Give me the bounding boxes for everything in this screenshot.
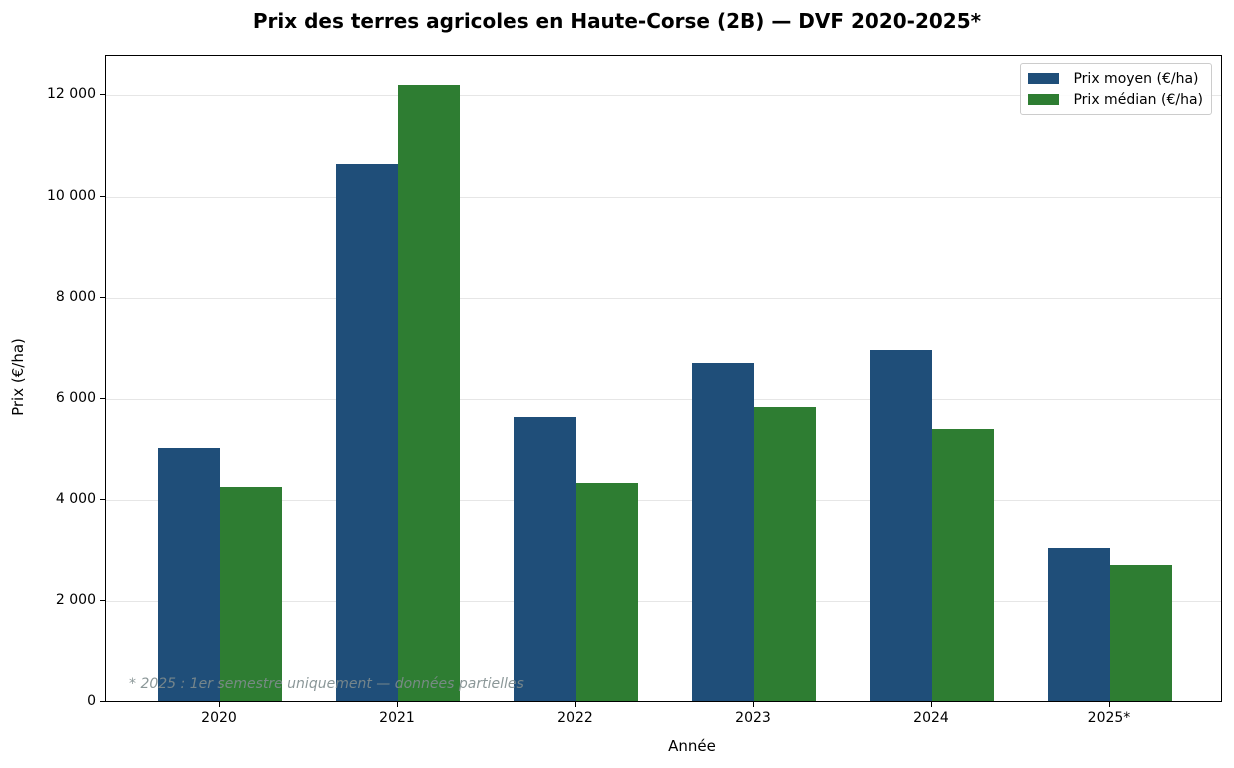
x-tick-mark	[931, 702, 932, 707]
x-tick-label: 2024	[913, 710, 949, 726]
x-tick-mark	[753, 702, 754, 707]
y-tick-mark	[100, 296, 105, 298]
plot-area: Prix moyen (€/ha) Prix médian (€/ha) * 2…	[105, 55, 1222, 702]
y-tick-mark	[100, 397, 105, 399]
y-tick-label: 12 000	[47, 86, 96, 103]
legend-swatch-median	[1028, 94, 1060, 105]
bar-median-2025	[1110, 565, 1172, 701]
y-tick-label: 4 000	[55, 490, 96, 507]
y-axis-label: Prix (€/ha)	[9, 338, 27, 416]
bar-moyen-2020	[158, 448, 220, 701]
chart-title: Prix des terres agricoles en Haute-Corse…	[252, 9, 982, 33]
bar-moyen-2021	[336, 164, 398, 701]
y-tick-label: 6 000	[55, 389, 96, 406]
y-tick-label: 0	[87, 693, 96, 709]
gridline	[106, 95, 1221, 97]
legend: Prix moyen (€/ha) Prix médian (€/ha)	[1020, 63, 1212, 115]
legend-item-median: Prix médian (€/ha)	[1028, 89, 1203, 110]
gridline	[106, 297, 1221, 299]
bar-median-2022	[576, 483, 638, 701]
y-tick-label: 10 000	[47, 187, 96, 204]
bar-median-2020	[220, 487, 282, 701]
legend-label-moyen: Prix moyen (€/ha)	[1073, 70, 1199, 87]
bar-median-2021	[398, 85, 460, 701]
bar-median-2023	[754, 407, 816, 701]
x-tick-label: 2020	[201, 710, 237, 726]
x-tick-label: 2025*	[1087, 710, 1131, 726]
x-tick-mark	[1109, 702, 1110, 707]
footnote-annotation: * 2025 : 1er semestre uniquement — donné…	[129, 676, 524, 692]
gridline	[106, 600, 1221, 602]
x-tick-mark	[397, 702, 398, 707]
bar-moyen-2022	[514, 417, 576, 701]
y-tick-mark	[100, 195, 105, 197]
x-tick-mark	[575, 702, 576, 707]
gridline	[106, 398, 1221, 400]
bar-moyen-2023	[692, 363, 754, 701]
legend-swatch-moyen	[1028, 73, 1060, 84]
y-tick-label: 2 000	[55, 591, 96, 608]
bar-median-2024	[932, 429, 994, 701]
bar-moyen-2025	[1048, 548, 1110, 701]
y-tick-label: 8 000	[55, 288, 96, 305]
y-tick-mark	[100, 94, 105, 96]
bar-moyen-2024	[870, 350, 932, 701]
gridline	[106, 499, 1221, 501]
x-tick-mark	[219, 702, 220, 707]
gridline	[106, 196, 1221, 198]
y-tick-mark	[100, 701, 105, 702]
y-tick-mark	[100, 599, 105, 601]
y-tick-mark	[100, 498, 105, 500]
x-tick-label: 2023	[735, 710, 771, 726]
x-tick-label: 2022	[557, 710, 593, 726]
legend-label-median: Prix médian (€/ha)	[1073, 91, 1203, 108]
x-tick-label: 2021	[379, 710, 415, 726]
x-axis-label: Année	[668, 737, 716, 755]
legend-item-moyen: Prix moyen (€/ha)	[1028, 68, 1203, 89]
